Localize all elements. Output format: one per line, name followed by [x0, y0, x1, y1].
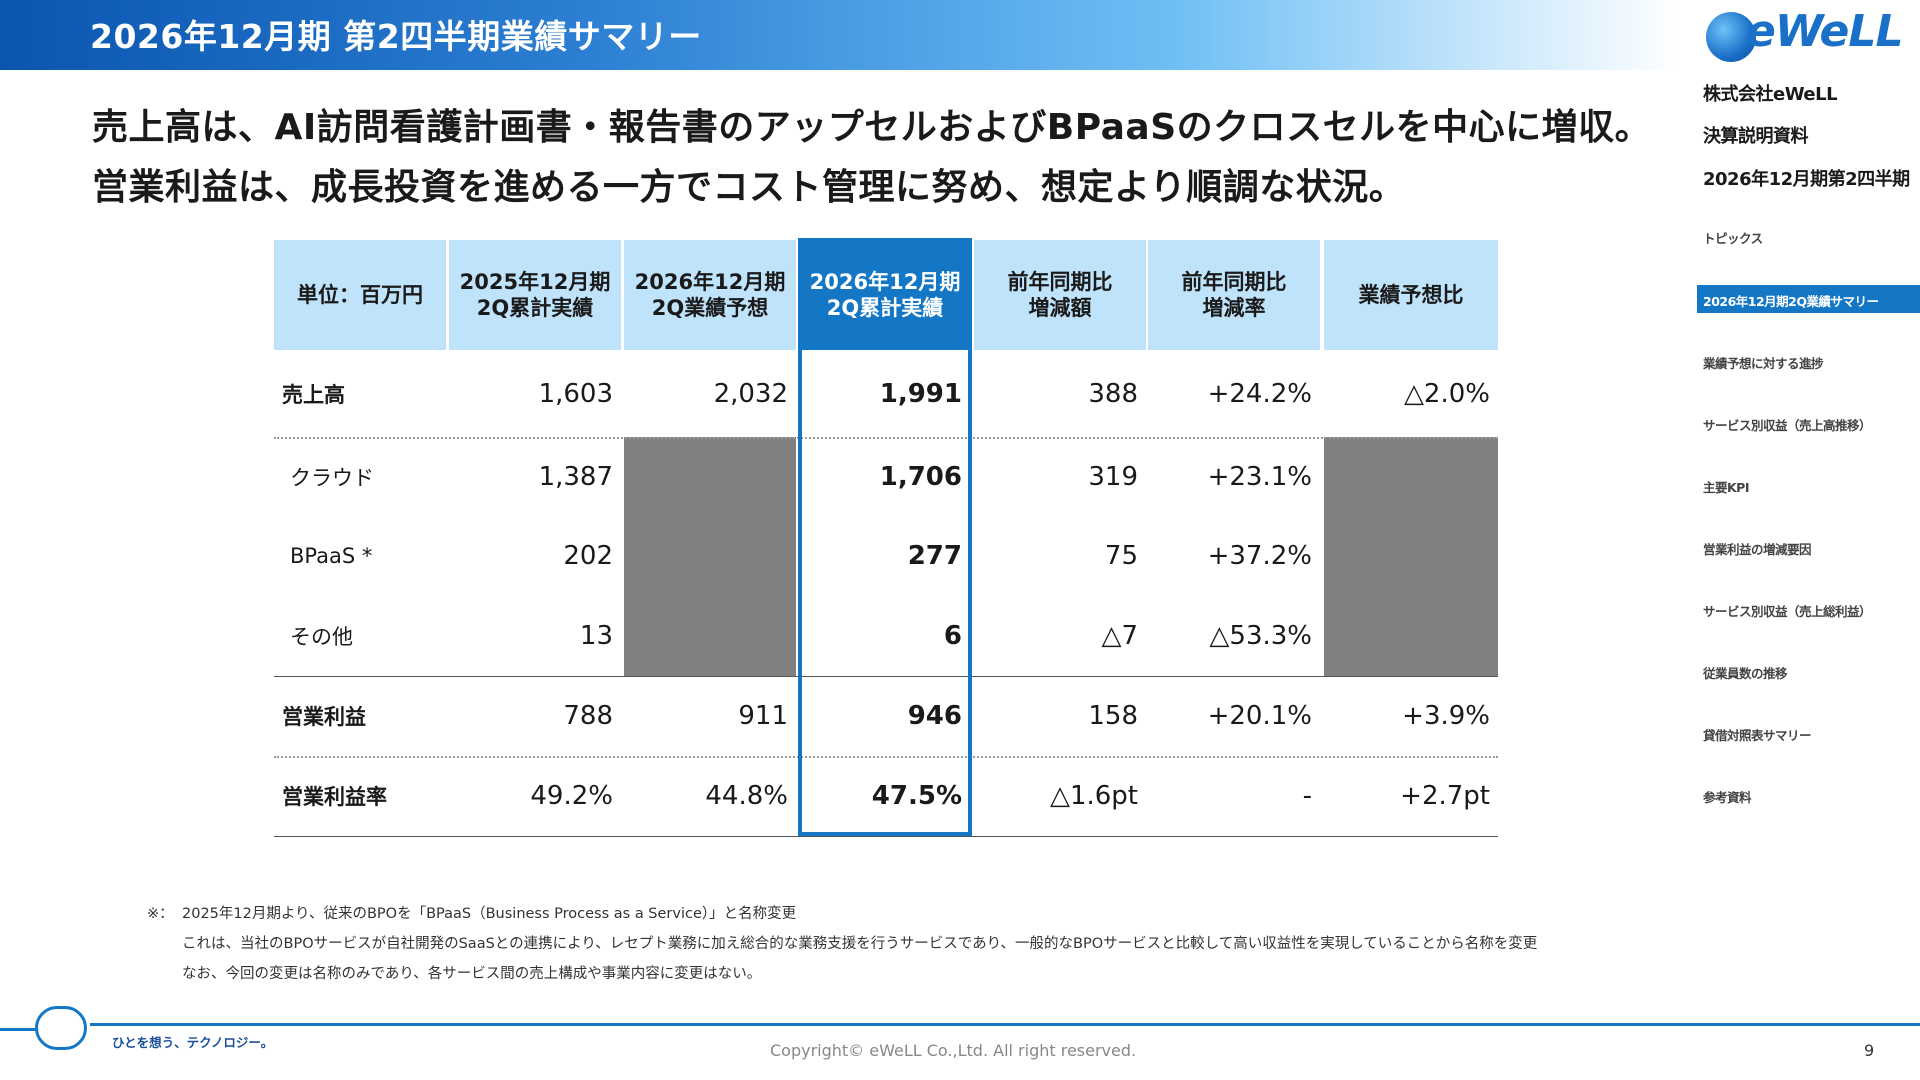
nav-item-kpi[interactable]: 主要KPI — [1703, 480, 1750, 495]
copyright: Copyright© eWeLL Co.,Ltd. All right rese… — [770, 1041, 1137, 1060]
footnote-line-3: なお、今回の変更は名称のみであり、各サービス間の売上構成や事業内容に変更はない。 — [182, 966, 762, 982]
nav-item-label: 2026年12月期2Q業績サマリー — [1703, 294, 1879, 309]
table-row-bpaas: BPaaS * 202 277 75 +37.2% — [274, 516, 1498, 596]
row-label: クラウド — [290, 465, 374, 490]
slogan: ひとを想う、テクノロジー。 — [112, 1035, 274, 1050]
value-yoy-change: △7 — [1101, 621, 1138, 651]
column-header-yoy-change: 前年同期比 増減額 — [974, 240, 1146, 350]
table-header-row: 単位：百万円 2025年12月期 2Q累計実績 2026年12月期 2Q業績予想 20… — [274, 240, 1498, 350]
value-vs-forecast: +2.7pt — [1400, 781, 1490, 811]
value-yoy-rate: △53.3% — [1209, 621, 1312, 651]
footnote-marker: ※： — [147, 906, 174, 922]
value-fy2026-2q-actual: 6 — [943, 621, 962, 651]
row-separator — [274, 836, 1498, 837]
nav-item-references[interactable]: 参考資料 — [1703, 790, 1752, 805]
value-vs-forecast: +3.9% — [1402, 701, 1490, 731]
ewell-logo: eWeLL — [1706, 6, 1903, 66]
row-separator — [274, 676, 1498, 677]
value-fy2026-2q-actual: 277 — [907, 541, 962, 571]
value-fy2026-2q-forecast: 2,032 — [713, 378, 788, 409]
nav-item-service-revenue[interactable]: サービス別収益（売上高推移） — [1703, 418, 1872, 433]
value-yoy-change: △1.6pt — [1049, 781, 1138, 811]
value-yoy-rate: +23.1% — [1207, 461, 1312, 492]
nav-item-op-profit-factors[interactable]: 営業利益の増減要因 — [1703, 542, 1812, 557]
nav-item-service-gross-profit[interactable]: サービス別収益（売上総利益） — [1703, 604, 1872, 619]
value-yoy-change: 388 — [1088, 378, 1138, 409]
globe-icon — [1706, 12, 1756, 62]
value-yoy-change: 158 — [1088, 701, 1138, 731]
column-header-unit: 単位：百万円 — [274, 240, 446, 350]
page-number: 9 — [1864, 1041, 1875, 1060]
value-vs-forecast: △2.0% — [1403, 378, 1490, 409]
value-fy2025-2q-actual: 1,387 — [538, 461, 613, 492]
not-applicable-cell — [1324, 437, 1498, 516]
row-label: その他 — [290, 625, 353, 649]
row-label: 売上高 — [282, 382, 345, 407]
headline-line-1: 売上高は、AI訪問看護計画書・報告書のアップセルおよびBPaaSのクロスセルを中… — [92, 107, 1652, 148]
value-yoy-rate: +20.1% — [1207, 701, 1312, 731]
footer-rule — [90, 1023, 1920, 1026]
document-type: 決算説明資料 — [1703, 126, 1809, 147]
title-banner: 2026年12月期 第2四半期業績サマリー — [0, 0, 1680, 70]
value-fy2025-2q-actual: 788 — [563, 701, 613, 731]
column-header-fy2026-2q-forecast: 2026年12月期 2Q業績予想 — [624, 240, 796, 350]
table-row-operating-profit: 営業利益 788 911 946 158 +20.1% +3.9% — [274, 676, 1498, 756]
value-fy2026-2q-forecast: 44.8% — [705, 781, 788, 811]
column-header-vs-forecast: 業績予想比 — [1324, 240, 1498, 350]
headline-line-2: 営業利益は、成長投資を進める一方でコスト管理に努め、想定より順調な状況。 — [92, 167, 1406, 208]
value-fy2026-2q-forecast: 911 — [738, 701, 788, 731]
value-yoy-rate: +24.2% — [1207, 378, 1312, 409]
value-yoy-change: 75 — [1104, 541, 1138, 571]
footer-logo-stroke — [0, 1028, 40, 1031]
value-fy2025-2q-actual: 1,603 — [538, 378, 613, 409]
row-separator — [274, 756, 1498, 758]
footnote-line-1: 2025年12月期より、従来のBPOを「BPaaS（Business Proce… — [182, 906, 797, 922]
nav-item-balance-sheet[interactable]: 貸借対照表サマリー — [1703, 728, 1812, 743]
row-label: BPaaS * — [290, 544, 373, 568]
table-row-sales: 売上高 1,603 2,032 1,991 388 +24.2% △2.0% — [274, 350, 1498, 437]
value-fy2026-2q-actual: 47.5% — [871, 781, 962, 811]
value-fy2026-2q-actual: 946 — [907, 701, 962, 731]
page-title: 2026年12月期 第2四半期業績サマリー — [90, 17, 702, 56]
table-row-operating-margin: 営業利益率 49.2% 44.8% 47.5% △1.6pt - +2.7pt — [274, 756, 1498, 836]
value-fy2026-2q-actual: 1,706 — [879, 461, 962, 492]
row-separator — [274, 437, 1498, 439]
table-row-other: その他 13 6 △7 △53.3% — [274, 596, 1498, 676]
column-header-yoy-rate: 前年同期比 増減率 — [1148, 240, 1320, 350]
value-yoy-change: 319 — [1088, 461, 1138, 492]
column-header-fy2026-2q-actual: 2026年12月期 2Q累計実績 — [798, 240, 972, 350]
footer-logo-mark — [35, 1006, 87, 1050]
nav-item-forecast-progress[interactable]: 業績予想に対する進捗 — [1703, 356, 1824, 371]
value-yoy-rate: - — [1302, 781, 1312, 811]
table-row-cloud: クラウド 1,387 1,706 319 +23.1% — [274, 437, 1498, 516]
nav-item-employees[interactable]: 従業員数の推移 — [1703, 666, 1788, 681]
value-fy2026-2q-actual: 1,991 — [879, 378, 962, 409]
not-applicable-cell — [624, 437, 796, 516]
not-applicable-cell — [624, 596, 796, 676]
value-fy2025-2q-actual: 49.2% — [530, 781, 613, 811]
row-label: 営業利益率 — [282, 785, 387, 809]
logo-text: eWeLL — [1746, 6, 1903, 57]
column-header-fy2025-2q-actual: 2025年12月期 2Q累計実績 — [449, 240, 621, 350]
value-fy2025-2q-actual: 202 — [563, 541, 613, 571]
value-yoy-rate: +37.2% — [1207, 541, 1312, 571]
company-name: 株式会社eWeLL — [1703, 84, 1838, 105]
row-label: 営業利益 — [282, 705, 366, 729]
not-applicable-cell — [1324, 596, 1498, 676]
not-applicable-cell — [1324, 516, 1498, 596]
nav-item-topics[interactable]: トピックス — [1703, 231, 1763, 246]
value-fy2025-2q-actual: 13 — [579, 621, 613, 651]
nav-item-2q-summary[interactable]: 2026年12月期2Q業績サマリー — [1697, 285, 1920, 313]
not-applicable-cell — [624, 516, 796, 596]
footnote-line-2: これは、当社のBPOサービスが自社開発のSaaSとの連携により、レセプト業務に加… — [182, 936, 1538, 952]
document-period: 2026年12月期第2四半期 — [1703, 169, 1910, 190]
